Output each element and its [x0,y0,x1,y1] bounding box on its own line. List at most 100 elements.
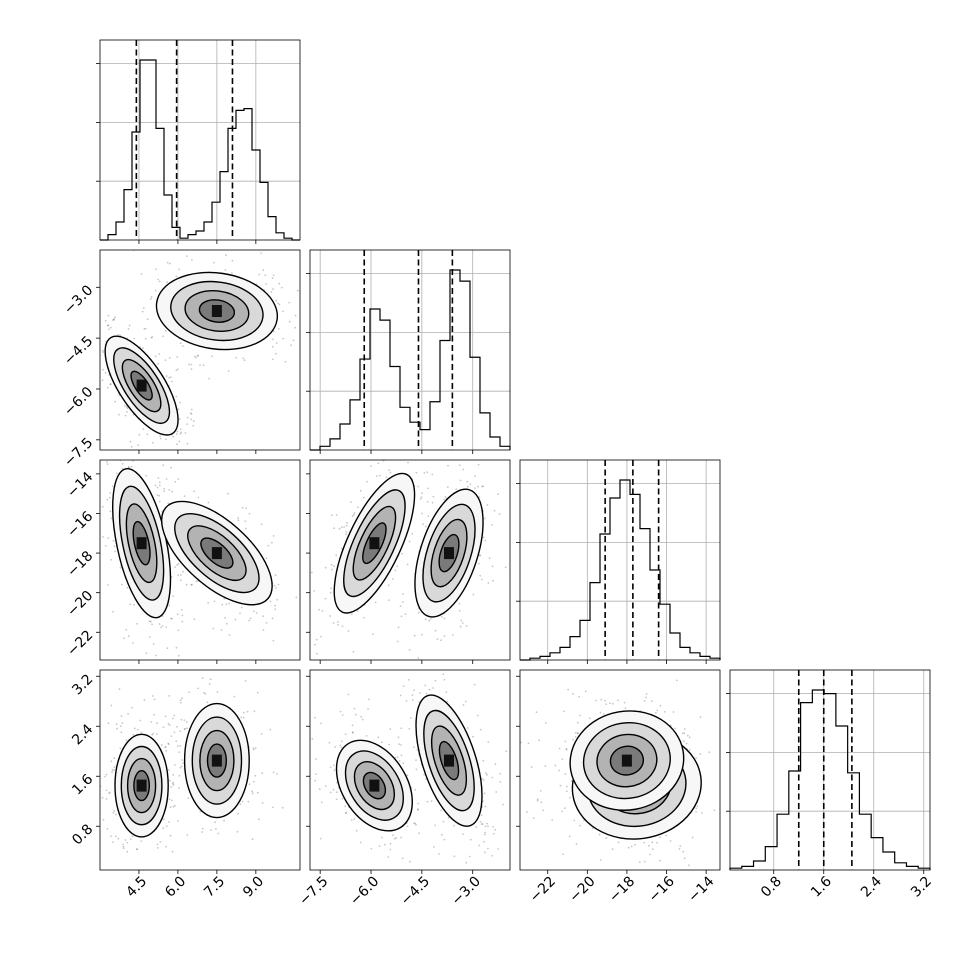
sample-dot [158,280,161,283]
sample-dot [158,484,161,487]
sample-dot [189,412,192,414]
density-peak [369,779,380,792]
sample-dot [107,324,110,327]
sample-dot [175,740,178,743]
sample-dot [115,813,117,816]
sample-dot [152,732,155,735]
sample-dot [412,433,414,435]
sample-dot [713,809,716,812]
sample-dot [484,831,487,834]
sample-dot [114,550,116,553]
sample-dot [95,526,97,528]
sample-dot [356,610,359,612]
sample-dot [568,835,571,838]
sample-dot [112,811,115,814]
sample-dot [413,647,415,649]
sample-dot [197,687,200,690]
sample-dot [604,699,606,702]
sample-dot [101,505,104,508]
sample-dot [417,662,419,664]
sample-dot [682,850,685,853]
sample-dot [213,600,216,603]
sample-dot [272,535,275,537]
sample-dot [181,759,183,761]
sample-dot [164,715,167,718]
sample-dot [538,739,541,742]
panel-frame [729,669,931,871]
sample-dot [233,695,236,698]
sample-dot [617,699,619,702]
sample-dot [482,485,484,488]
sample-dot [686,734,689,737]
sample-dot [146,433,149,436]
sample-dot [542,809,544,812]
sample-dot [226,622,228,625]
sample-dot [499,772,502,775]
panel-3-3 [726,669,931,874]
sample-dot [190,408,193,411]
sample-dot [199,810,202,813]
sample-dot [228,634,231,636]
sample-dot [663,711,666,713]
sample-dot [469,483,472,486]
sample-dot [483,833,486,836]
sample-dot [301,324,303,326]
sample-dot [241,800,244,803]
sample-dot [277,328,280,330]
density-peak [136,779,147,792]
sample-dot [574,736,577,738]
sample-dot [180,718,183,721]
sample-dot [104,775,106,778]
sample-dot [117,456,119,458]
sample-dot [459,479,462,482]
x-tick-label: −3.0 [449,874,484,909]
density-peak [211,305,222,317]
sample-dot [406,774,409,777]
sample-dot [432,495,435,498]
sample-dot [407,452,409,454]
x-tick-label: −4.5 [398,874,433,909]
sample-dot [324,785,327,787]
sample-dot [651,841,654,844]
sample-dot [343,526,345,528]
sample-dot [445,691,448,694]
sample-dot [203,691,206,694]
sample-dot [411,699,414,701]
sample-dot [477,562,480,565]
sample-dot [271,806,274,809]
sample-dot [169,779,171,782]
sample-dot [176,613,179,616]
panel-frame [99,669,301,871]
sample-dot [129,838,132,841]
sample-dot [243,711,245,714]
sample-dot [536,798,539,801]
sample-dot [167,769,170,772]
sample-dot [267,544,270,547]
sample-dot [170,799,173,802]
sample-dot [380,741,383,744]
sample-dot [172,774,175,776]
sample-dot [118,413,120,416]
sample-dot [484,517,486,520]
sample-dot [204,693,207,695]
sample-dot [154,484,157,487]
sample-dot [353,512,356,514]
sample-dot [735,857,737,859]
sample-dot [609,702,611,705]
y-tick-label: −18 [64,548,96,580]
sample-dot [248,619,251,622]
sample-dot [91,500,93,502]
sample-dot [526,811,528,813]
sample-dot [330,514,333,517]
sample-dot [185,583,188,586]
sample-dot [659,836,661,839]
sample-dot [428,688,431,691]
sample-dot [530,436,532,438]
sample-dot [476,714,479,717]
sample-dot [487,582,490,584]
sample-dot [258,273,261,276]
sample-dot [141,310,144,313]
sample-dot [168,376,171,379]
sample-dot [223,819,226,822]
sample-dot [605,703,607,705]
